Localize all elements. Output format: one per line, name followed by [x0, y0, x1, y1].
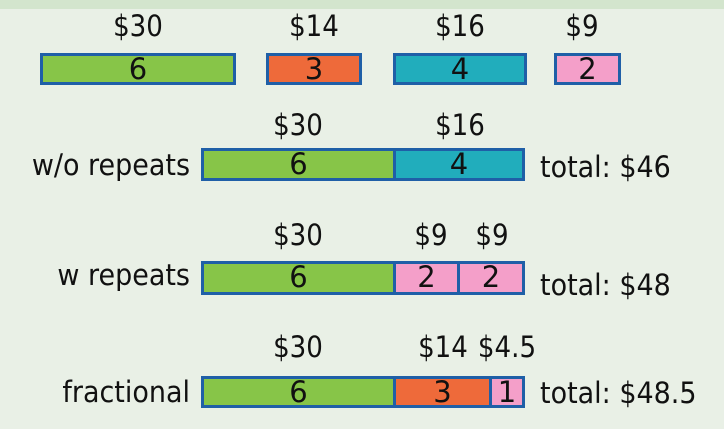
row3-segment-green: 6	[201, 376, 396, 408]
row1-label: w/o repeats	[31, 148, 190, 182]
row2-segment-pink-2: 2	[460, 261, 525, 295]
item-price-orange: $14	[289, 9, 339, 43]
item-box-pink: 2	[554, 53, 621, 85]
header-band	[0, 0, 724, 9]
row1-total: total: $46	[540, 150, 671, 184]
row3-segment-orange: 3	[396, 376, 492, 408]
item-box-green: 6	[40, 53, 236, 85]
item-box-teal: 4	[393, 53, 527, 85]
row2-price-3: $9	[475, 218, 509, 252]
row1-price-1: $30	[273, 108, 323, 142]
row1-price-2: $16	[435, 108, 485, 142]
row2-price-2: $9	[414, 218, 448, 252]
item-price-pink: $9	[565, 9, 599, 43]
row3-price-1: $30	[273, 330, 323, 364]
row3-label: fractional	[62, 375, 190, 409]
row3-segment-pink: 1	[492, 376, 525, 408]
row1-segment-teal: 4	[396, 148, 525, 181]
item-price-green: $30	[113, 9, 163, 43]
item-price-teal: $16	[435, 9, 485, 43]
row2-segment-pink-1: 2	[396, 261, 460, 295]
row1-segment-green: 6	[201, 148, 396, 181]
item-box-orange: 3	[266, 53, 362, 85]
row2-price-1: $30	[273, 218, 323, 252]
row3-price-2: $14	[418, 330, 468, 364]
row3-total: total: $48.5	[540, 376, 697, 410]
row3-price-3: $4.5	[477, 330, 537, 364]
row2-total: total: $48	[540, 268, 671, 302]
row2-segment-green: 6	[201, 261, 396, 295]
row2-label: w repeats	[57, 258, 191, 292]
